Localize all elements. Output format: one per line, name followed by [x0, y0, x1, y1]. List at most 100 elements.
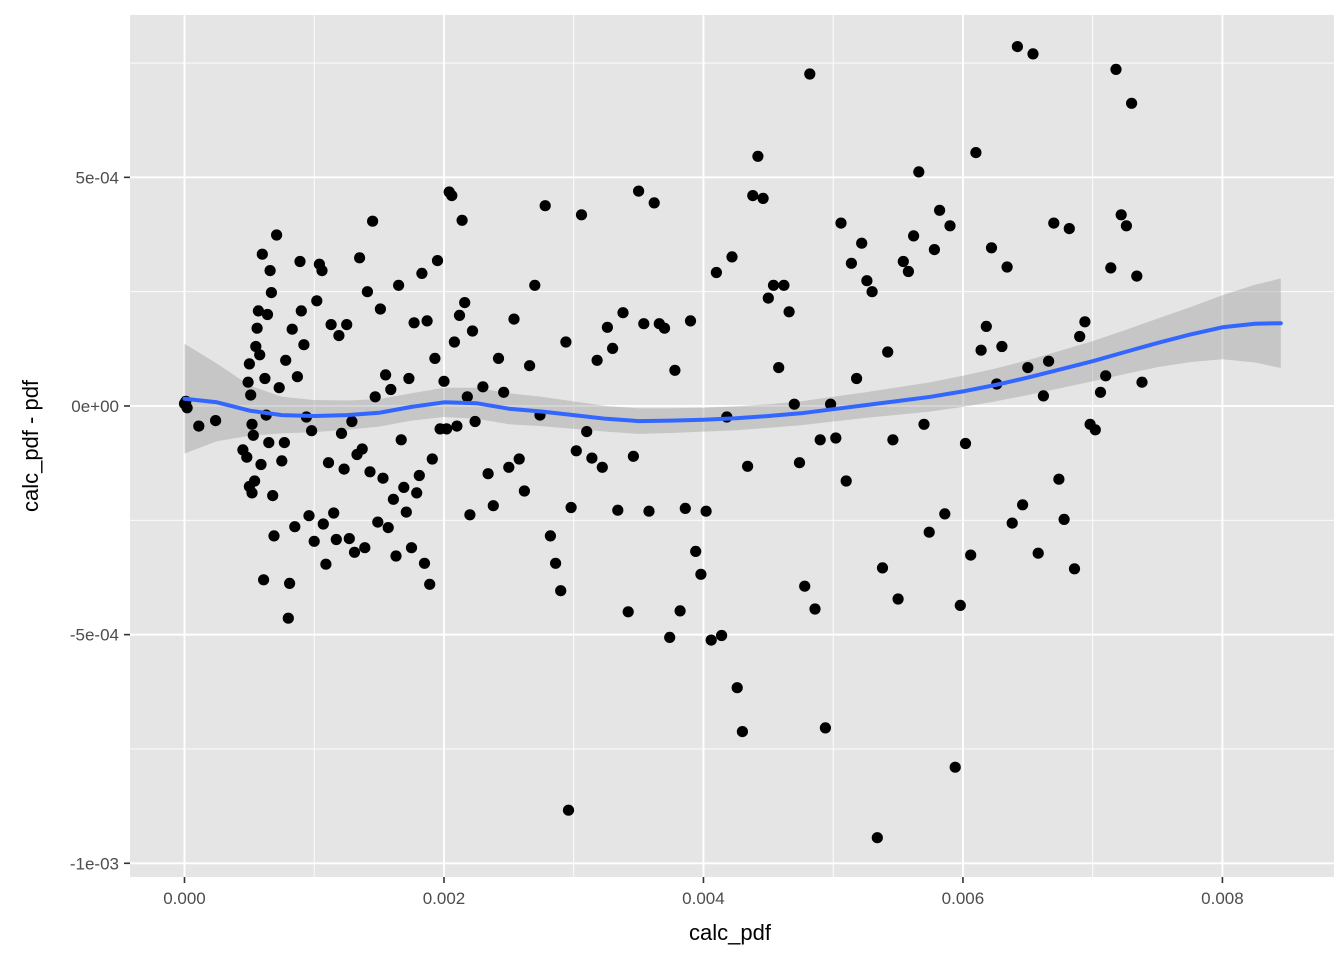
data-point — [871, 832, 883, 844]
data-point — [518, 485, 531, 497]
data-point — [405, 542, 418, 554]
data-point — [251, 322, 263, 334]
data-point — [498, 386, 510, 398]
confidence-ribbon-layer — [184, 278, 1281, 454]
y-tick-label: -1e-03 — [70, 854, 119, 873]
data-point — [267, 490, 279, 502]
x-tick-label: 0.000 — [163, 889, 206, 908]
data-point — [793, 457, 806, 469]
data-point — [674, 605, 686, 617]
data-point — [902, 265, 915, 278]
data-point — [897, 255, 909, 268]
data-point — [273, 382, 285, 394]
data-point — [830, 432, 842, 444]
data-point — [560, 336, 572, 348]
data-point — [377, 472, 389, 484]
data-point — [503, 461, 515, 473]
data-point — [325, 319, 337, 331]
data-point — [866, 286, 878, 298]
data-point — [809, 603, 821, 615]
data-point — [393, 279, 405, 291]
data-point — [643, 505, 655, 517]
data-point — [1094, 386, 1107, 398]
data-point — [690, 545, 702, 558]
data-point — [954, 599, 966, 612]
data-point — [508, 313, 520, 325]
data-point — [705, 634, 717, 646]
data-point — [448, 336, 460, 348]
data-point — [918, 418, 930, 430]
data-point — [294, 255, 306, 268]
data-point — [882, 346, 894, 358]
data-point — [669, 364, 681, 376]
data-point — [949, 761, 961, 773]
confidence-ribbon — [184, 278, 1281, 454]
data-point — [259, 372, 271, 385]
y-tick-label: 5e-04 — [76, 168, 119, 187]
data-point — [716, 629, 728, 642]
data-point — [1032, 547, 1044, 559]
data-point — [1089, 424, 1101, 436]
smooth-line — [182, 321, 1283, 424]
data-point — [934, 204, 946, 216]
data-point — [482, 468, 494, 480]
data-point — [887, 434, 899, 446]
data-point — [767, 279, 780, 291]
data-point — [856, 237, 868, 249]
data-point — [1115, 209, 1127, 221]
data-point — [861, 275, 873, 287]
data-point — [804, 68, 816, 80]
y-tick-label: 0e+00 — [71, 397, 119, 416]
data-point — [418, 557, 431, 569]
data-point — [1001, 261, 1013, 273]
data-point — [1022, 362, 1034, 374]
data-point — [298, 339, 310, 351]
data-point — [529, 279, 541, 291]
data-point — [596, 461, 608, 473]
data-point — [408, 317, 420, 329]
data-point — [742, 460, 754, 472]
data-point — [255, 458, 267, 471]
data-point — [264, 265, 276, 277]
data-point — [193, 420, 205, 432]
data-point — [726, 251, 738, 263]
x-axis-title: calc_pdf — [689, 920, 772, 945]
data-point — [441, 423, 453, 435]
data-point — [524, 360, 536, 372]
data-point — [338, 463, 350, 475]
data-point — [923, 526, 935, 538]
data-point — [453, 309, 466, 321]
data-point — [1048, 217, 1060, 229]
data-point — [570, 445, 582, 457]
data-point — [700, 505, 712, 517]
data-point — [622, 606, 634, 618]
data-point — [256, 248, 268, 260]
data-point — [421, 315, 433, 327]
data-point — [181, 402, 193, 414]
data-point — [544, 530, 557, 542]
data-point — [343, 533, 355, 545]
data-point — [311, 295, 323, 307]
x-tick-label: 0.006 — [942, 889, 985, 908]
data-point — [431, 255, 444, 267]
data-point — [380, 369, 392, 381]
data-point — [1011, 41, 1024, 53]
y-axis-title: calc_pdf - pdf — [18, 379, 43, 512]
data-point — [908, 230, 920, 242]
data-point — [996, 340, 1008, 353]
data-point — [278, 437, 290, 449]
data-point — [555, 585, 567, 597]
data-point — [731, 682, 743, 694]
data-point — [210, 415, 222, 427]
data-point — [364, 466, 376, 478]
data-point — [778, 279, 790, 291]
data-point — [320, 558, 332, 570]
data-point — [965, 549, 977, 561]
data-point — [970, 147, 982, 159]
data-point — [276, 455, 288, 467]
data-point — [757, 192, 769, 204]
data-point — [306, 425, 318, 437]
data-point — [638, 318, 650, 330]
data-point — [261, 308, 274, 321]
data-point — [845, 257, 858, 269]
